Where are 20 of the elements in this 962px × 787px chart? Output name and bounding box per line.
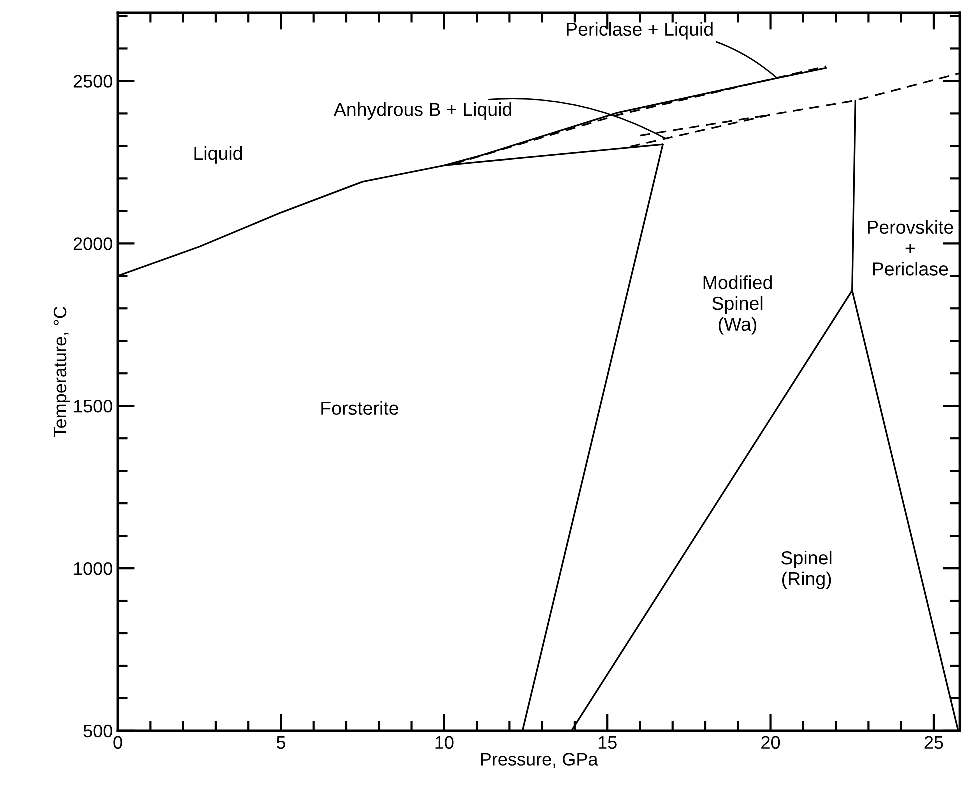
y-tick-label: 500 (84, 724, 112, 738)
annotation: Anhydrous B + Liquid (334, 102, 512, 120)
annotation: Spinel (Ring) (782, 550, 832, 590)
annotation: Liquid (194, 146, 242, 164)
y-tick-label: 2500 (74, 75, 112, 88)
annotation: Forsterite (322, 401, 398, 416)
x-tick-label: 15 (598, 736, 617, 750)
y-tick-label: 1000 (74, 562, 112, 576)
x-tick-label: 10 (436, 736, 454, 750)
x-tick-label: 5 (276, 736, 286, 750)
annotation: Perovskite + Periclase (868, 220, 954, 276)
y-axis-title: Temperature, °C (54, 306, 70, 438)
x-tick-label: 20 (762, 736, 780, 750)
y-tick-label: 1500 (74, 400, 112, 413)
annotation: Modified Spinel (Wa) (704, 276, 772, 335)
annotation: Periclase + Liquid (567, 22, 713, 40)
x-tick-label: 0 (114, 736, 122, 750)
x-axis-title: Pressure, GPa (481, 753, 598, 768)
x-tick-label: 25 (924, 736, 944, 750)
y-tick-label: 2000 (74, 238, 112, 250)
